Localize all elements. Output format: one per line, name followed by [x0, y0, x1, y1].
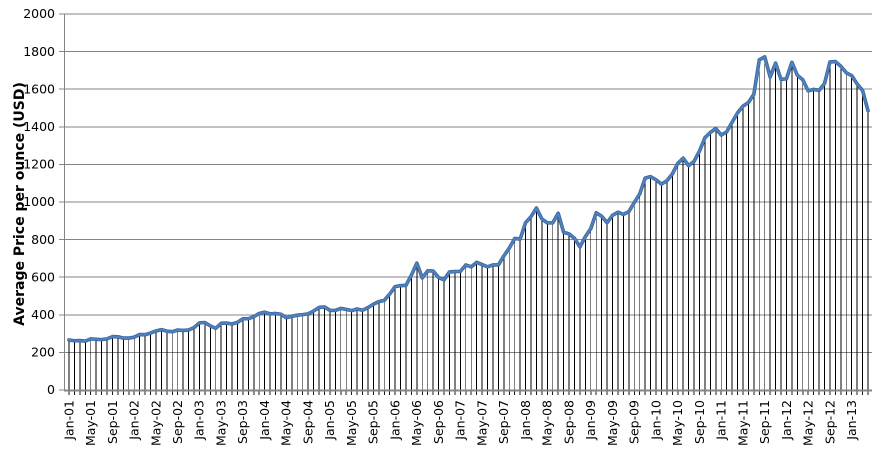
x-tick-label: May-11 — [735, 400, 750, 446]
x-tick-label: May-08 — [540, 400, 555, 446]
x-tick-label: Sep-05 — [366, 400, 381, 444]
x-tick-label: Sep-11 — [757, 400, 772, 444]
y-tick-label: 800 — [31, 232, 55, 247]
x-tick-label: Jan-08 — [518, 400, 533, 441]
x-tick-label: Jan-12 — [779, 400, 794, 441]
x-axis: Jan-01 May-01 Sep-01 Jan-02 May-02 Sep-02 Jan-… — [61, 389, 872, 446]
x-tick-label: Jan-11 — [714, 400, 729, 441]
y-tick-label: 1000 — [23, 194, 55, 209]
x-tick-label: May-02 — [148, 400, 163, 446]
x-tick-label: Sep-08 — [561, 400, 576, 444]
x-tick-label: May-01 — [83, 400, 98, 446]
x-tick-label: Jan-04 — [257, 400, 272, 441]
x-tick-label: Jan-05 — [322, 400, 337, 441]
x-tick-label: May-09 — [605, 400, 620, 446]
y-tick-label: 1200 — [23, 157, 55, 172]
x-tick-label: May-05 — [344, 400, 359, 446]
x-tick-label: Sep-09 — [627, 400, 642, 444]
x-tick-label: Jan-01 — [61, 400, 76, 441]
x-tick-label: May-07 — [474, 400, 489, 446]
y-tick-label: 1600 — [23, 81, 55, 96]
x-tick-label: Jan-03 — [192, 400, 207, 441]
y-tick-label: 2000 — [23, 6, 55, 21]
drop-lines — [68, 57, 869, 390]
x-tick-label: Sep-02 — [170, 400, 185, 444]
x-tick-label: Sep-07 — [496, 400, 511, 444]
y-tick-label: 0 — [47, 382, 55, 397]
x-tick-label: Sep-03 — [235, 400, 250, 444]
x-tick-label: Sep-04 — [300, 400, 315, 444]
x-tick-label: Jan-02 — [127, 400, 142, 441]
y-tick-label: 600 — [31, 269, 55, 284]
y-tick-label: 400 — [31, 307, 55, 322]
x-tick-label: May-12 — [801, 400, 816, 446]
x-tick-label: Sep-10 — [692, 400, 707, 444]
y-tick-label: 1800 — [23, 44, 55, 59]
x-tick-label: May-10 — [670, 400, 685, 446]
x-tick-label: May-06 — [409, 400, 424, 446]
x-tick-label: Sep-01 — [105, 400, 120, 444]
y-axis: 0 200 400 600 800 1000 1200 1400 1600 1800 2000 — [23, 6, 66, 397]
x-tick-label: Jan-06 — [387, 400, 402, 441]
x-tick-label: Jan-09 — [583, 400, 598, 441]
x-tick-label: Jan-07 — [453, 400, 468, 441]
x-tick-label: May-04 — [279, 400, 294, 446]
x-tick-label: Sep-06 — [431, 400, 446, 444]
y-tick-label: 1400 — [23, 119, 55, 134]
x-tick-label: Sep-12 — [822, 400, 837, 444]
x-tick-label: Jan-10 — [648, 400, 663, 441]
price-line — [67, 55, 870, 343]
y-tick-label: 200 — [31, 345, 55, 360]
x-tick-label: Jan-13 — [844, 400, 859, 441]
x-tick-label: May-03 — [213, 400, 228, 446]
